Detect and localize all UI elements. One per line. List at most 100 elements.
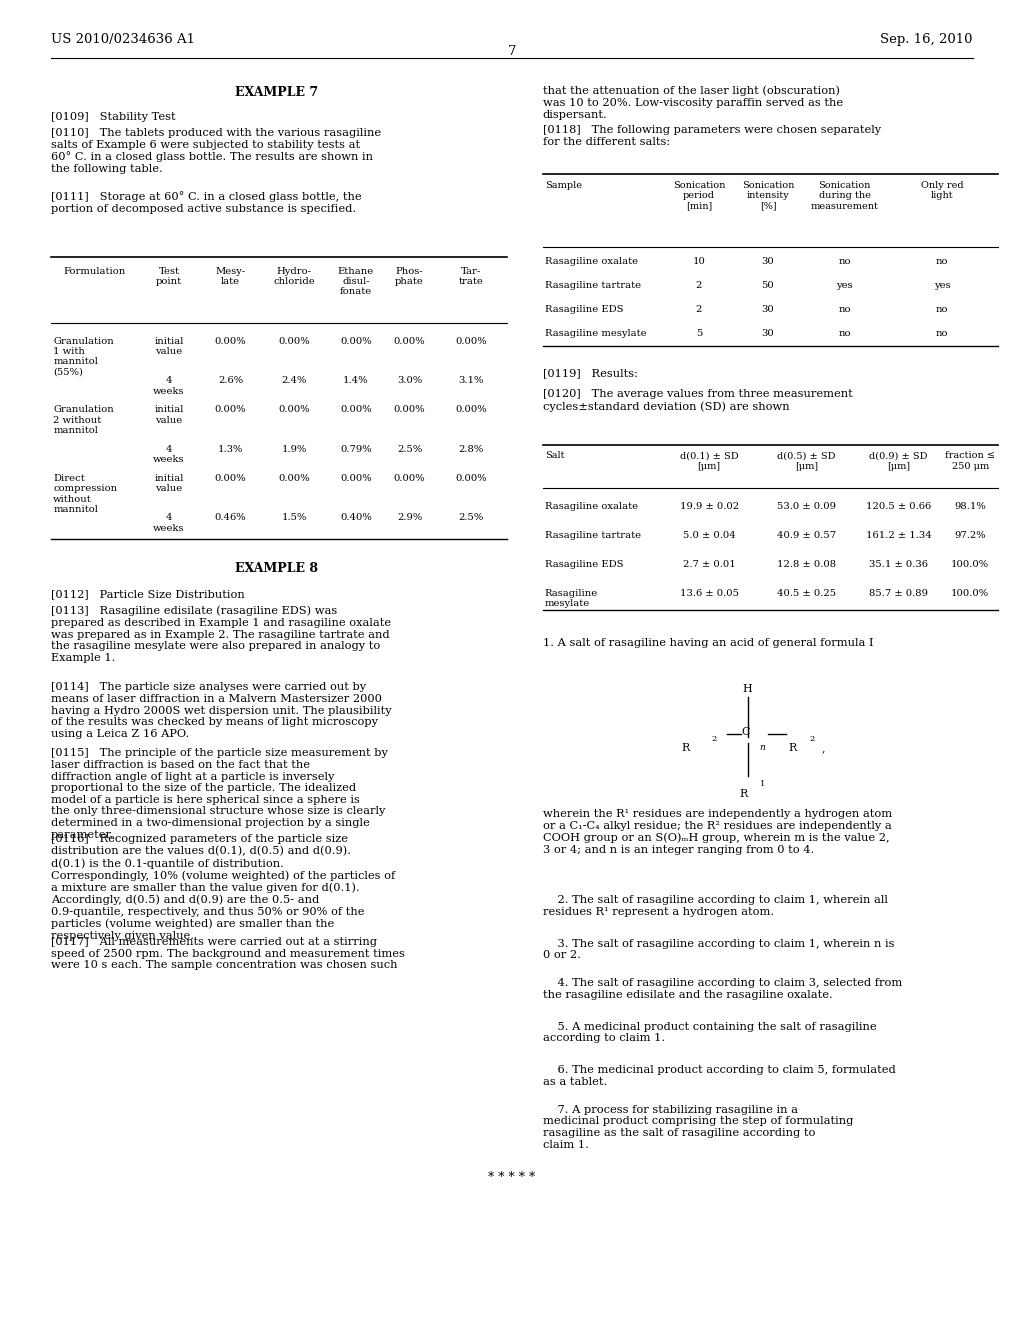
Text: 2: 2 xyxy=(712,735,717,743)
Text: 100.0%: 100.0% xyxy=(951,560,989,569)
Text: 0.00%: 0.00% xyxy=(215,474,246,483)
Text: no: no xyxy=(839,329,851,338)
Text: 2. The salt of rasagiline according to claim 1, wherein all
residues R¹ represen: 2. The salt of rasagiline according to c… xyxy=(543,895,888,916)
Text: 0.00%: 0.00% xyxy=(279,405,310,414)
Text: no: no xyxy=(936,305,948,314)
Text: 1.9%: 1.9% xyxy=(282,445,307,454)
Text: no: no xyxy=(936,257,948,267)
Text: 2.9%: 2.9% xyxy=(397,513,422,523)
Text: 0.00%: 0.00% xyxy=(394,405,425,414)
Text: 2.6%: 2.6% xyxy=(218,376,243,385)
Text: 35.1 ± 0.36: 35.1 ± 0.36 xyxy=(869,560,928,569)
Text: 0.00%: 0.00% xyxy=(215,337,246,346)
Text: Tar-
trate: Tar- trate xyxy=(459,267,483,286)
Text: 2.8%: 2.8% xyxy=(459,445,483,454)
Text: Sample: Sample xyxy=(545,181,582,190)
Text: Rasagiline EDS: Rasagiline EDS xyxy=(545,305,624,314)
Text: 50: 50 xyxy=(762,281,774,290)
Text: Rasagiline mesylate: Rasagiline mesylate xyxy=(545,329,646,338)
Text: 0.79%: 0.79% xyxy=(340,445,372,454)
Text: 5. A medicinal product containing the salt of rasagiline
according to claim 1.: 5. A medicinal product containing the sa… xyxy=(543,1022,877,1043)
Text: Salt: Salt xyxy=(545,451,564,461)
Text: Rasagiline EDS: Rasagiline EDS xyxy=(545,560,624,569)
Text: [0118]   The following parameters were chosen separately
for the different salts: [0118] The following parameters were cho… xyxy=(543,125,881,147)
Text: 40.9 ± 0.57: 40.9 ± 0.57 xyxy=(777,531,836,540)
Text: [0110]   The tablets produced with the various rasagiline
salts of Example 6 wer: [0110] The tablets produced with the var… xyxy=(51,128,381,174)
Text: 1. A salt of rasagiline having an acid of general formula I: 1. A salt of rasagiline having an acid o… xyxy=(543,638,873,648)
Text: 30: 30 xyxy=(762,329,774,338)
Text: R: R xyxy=(788,743,797,754)
Text: Direct
compression
without
mannitol: Direct compression without mannitol xyxy=(53,474,118,513)
Text: 0.00%: 0.00% xyxy=(340,405,372,414)
Text: 3.1%: 3.1% xyxy=(459,376,483,385)
Text: [0112]   Particle Size Distribution: [0112] Particle Size Distribution xyxy=(51,589,245,599)
Text: Sonication
intensity
[%]: Sonication intensity [%] xyxy=(741,181,795,211)
Text: d(0.9) ± SD
[μm]: d(0.9) ± SD [μm] xyxy=(869,451,928,471)
Text: Rasagiline tartrate: Rasagiline tartrate xyxy=(545,281,641,290)
Text: Rasagiline tartrate: Rasagiline tartrate xyxy=(545,531,641,540)
Text: 7: 7 xyxy=(508,45,516,58)
Text: Sonication
during the
measurement: Sonication during the measurement xyxy=(811,181,879,211)
Text: fraction ≤
250 μm: fraction ≤ 250 μm xyxy=(945,451,995,471)
Text: [0119]   Results:: [0119] Results: xyxy=(543,368,638,379)
Text: 3. The salt of rasagiline according to claim 1, wherein n is
0 or 2.: 3. The salt of rasagiline according to c… xyxy=(543,939,894,960)
Text: initial
value: initial value xyxy=(155,405,183,425)
Text: [0120]   The average values from three measurement
cycles±standard deviation (SD: [0120] The average values from three mea… xyxy=(543,389,852,412)
Text: 4
weeks: 4 weeks xyxy=(154,376,184,396)
Text: 1.4%: 1.4% xyxy=(343,376,369,385)
Text: 85.7 ± 0.89: 85.7 ± 0.89 xyxy=(869,589,928,598)
Text: 1: 1 xyxy=(760,780,765,788)
Text: 120.5 ± 0.66: 120.5 ± 0.66 xyxy=(866,502,931,511)
Text: no: no xyxy=(936,329,948,338)
Text: * * * * *: * * * * * xyxy=(488,1171,536,1184)
Text: wherein the R¹ residues are independently a hydrogen atom
or a C₁-C₄ alkyl resid: wherein the R¹ residues are independentl… xyxy=(543,809,892,854)
Text: initial
value: initial value xyxy=(155,337,183,356)
Text: 53.0 ± 0.09: 53.0 ± 0.09 xyxy=(777,502,836,511)
Text: [0117]   All measurements were carried out at a stirring
speed of 2500 rpm. The : [0117] All measurements were carried out… xyxy=(51,937,406,970)
Text: Hydro-
chloride: Hydro- chloride xyxy=(273,267,315,286)
Text: US 2010/0234636 A1: US 2010/0234636 A1 xyxy=(51,33,196,46)
Text: 1.3%: 1.3% xyxy=(218,445,243,454)
Text: 30: 30 xyxy=(762,257,774,267)
Text: initial
value: initial value xyxy=(155,474,183,494)
Text: 98.1%: 98.1% xyxy=(954,502,986,511)
Text: 2: 2 xyxy=(695,305,702,314)
Text: 0.40%: 0.40% xyxy=(340,513,372,523)
Text: [0109]   Stability Test: [0109] Stability Test xyxy=(51,112,176,123)
Text: 100.0%: 100.0% xyxy=(951,589,989,598)
Text: [0115]   The principle of the particle size measurement by
laser diffraction is : [0115] The principle of the particle siz… xyxy=(51,748,388,840)
Text: Mesy-
late: Mesy- late xyxy=(215,267,246,286)
Text: 161.2 ± 1.34: 161.2 ± 1.34 xyxy=(865,531,932,540)
Text: Only red
light: Only red light xyxy=(921,181,964,201)
Text: 0.00%: 0.00% xyxy=(215,405,246,414)
Text: no: no xyxy=(839,305,851,314)
Text: no: no xyxy=(839,257,851,267)
Text: 0.00%: 0.00% xyxy=(456,474,486,483)
Text: 2: 2 xyxy=(810,735,815,743)
Text: 3.0%: 3.0% xyxy=(397,376,422,385)
Text: that the attenuation of the laser light (obscuration)
was 10 to 20%. Low-viscosi: that the attenuation of the laser light … xyxy=(543,86,843,120)
Text: 2.7 ± 0.01: 2.7 ± 0.01 xyxy=(683,560,735,569)
Text: 2.5%: 2.5% xyxy=(459,513,483,523)
Text: 0.00%: 0.00% xyxy=(340,474,372,483)
Text: 12.8 ± 0.08: 12.8 ± 0.08 xyxy=(777,560,836,569)
Text: Rasagiline oxalate: Rasagiline oxalate xyxy=(545,502,638,511)
Text: 0.00%: 0.00% xyxy=(456,405,486,414)
Text: 6. The medicinal product according to claim 5, formulated
as a tablet.: 6. The medicinal product according to cl… xyxy=(543,1065,895,1086)
Text: 10: 10 xyxy=(692,257,706,267)
Text: [0113]   Rasagiline edisilate (rasagiline EDS) was
prepared as described in Exam: [0113] Rasagiline edisilate (rasagiline … xyxy=(51,606,391,663)
Text: H: H xyxy=(742,684,753,694)
Text: 97.2%: 97.2% xyxy=(954,531,986,540)
Text: R: R xyxy=(681,743,689,754)
Text: Formulation: Formulation xyxy=(63,267,126,276)
Text: 0.00%: 0.00% xyxy=(394,337,425,346)
Text: 13.6 ± 0.05: 13.6 ± 0.05 xyxy=(680,589,738,598)
Text: Phos-
phate: Phos- phate xyxy=(395,267,424,286)
Text: [0114]   The particle size analyses were carried out by
means of laser diffracti: [0114] The particle size analyses were c… xyxy=(51,682,392,739)
Text: 1.5%: 1.5% xyxy=(282,513,307,523)
Text: 0.00%: 0.00% xyxy=(279,337,310,346)
Text: EXAMPLE 8: EXAMPLE 8 xyxy=(234,562,318,576)
Text: Sonication
period
[min]: Sonication period [min] xyxy=(673,181,725,211)
Text: 40.5 ± 0.25: 40.5 ± 0.25 xyxy=(777,589,836,598)
Text: Granulation
2 without
mannitol: Granulation 2 without mannitol xyxy=(53,405,114,436)
